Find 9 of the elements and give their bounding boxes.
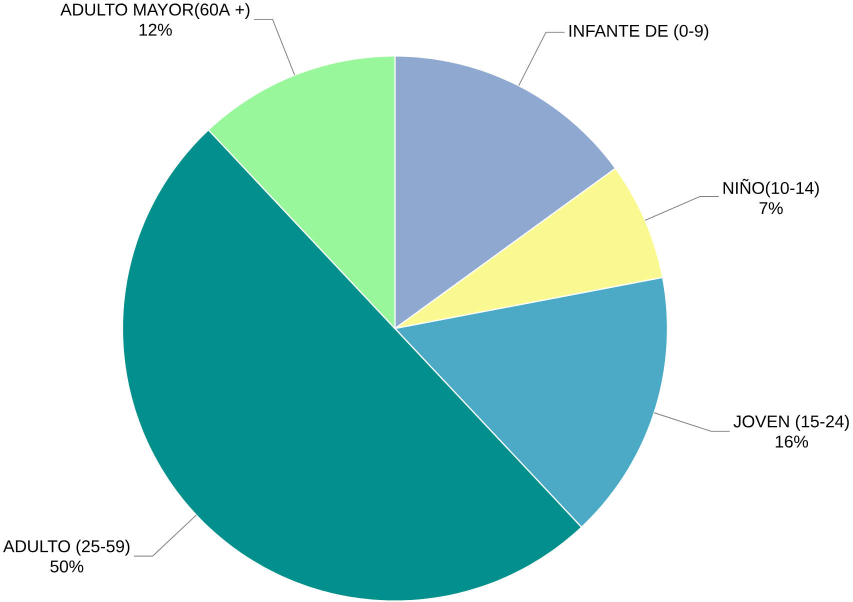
slice-label: JOVEN (15-24) (734, 415, 849, 431)
slice-label: INFANTE DE (0-9) (570, 24, 708, 40)
data-label: 12% (140, 24, 172, 36)
data-label: 7% (760, 202, 783, 214)
data-label: 16% (776, 436, 808, 448)
data-label: 50% (50, 560, 84, 573)
slice-label: ADULTO (25-59) (3, 540, 130, 556)
slice-label: NIÑO(10-14) (724, 179, 819, 198)
slice-label: ADULTO MAYOR(60A +) (60, 3, 250, 20)
